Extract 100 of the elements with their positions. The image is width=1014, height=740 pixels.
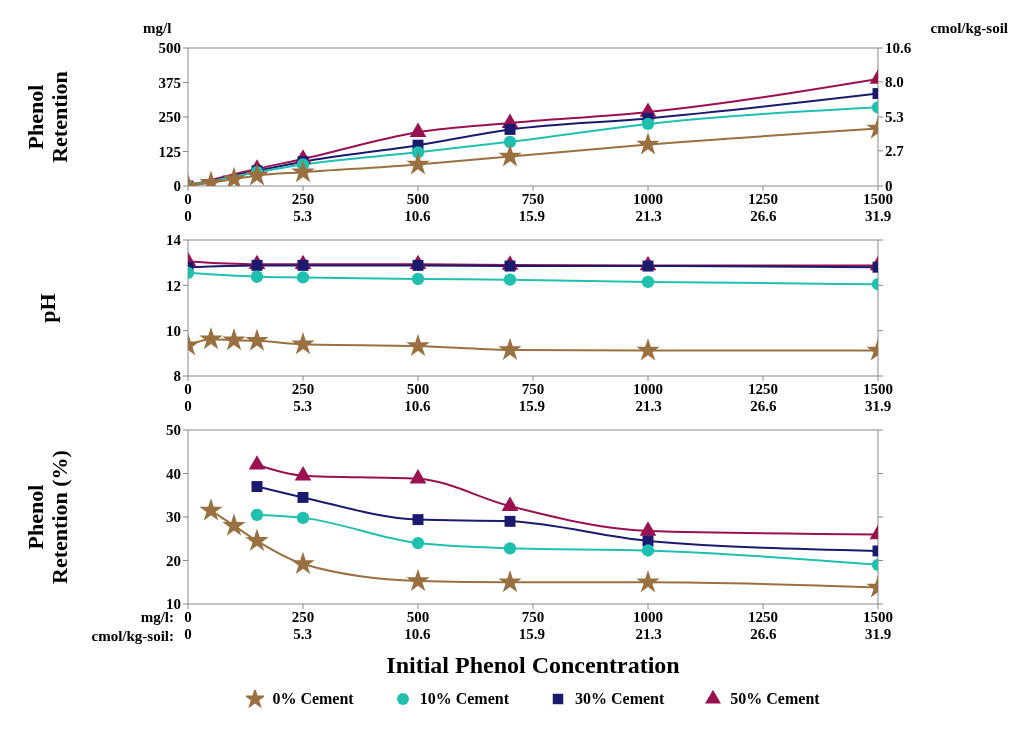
y-tick-label: 0 <box>173 178 181 195</box>
point <box>498 144 522 167</box>
x-tick-label: 250 <box>291 380 315 397</box>
point <box>296 271 310 284</box>
x2-tick-label: 21.3 <box>635 398 662 415</box>
x2-tick-label: 31.9 <box>864 626 892 643</box>
point <box>250 270 264 283</box>
y-tick-label: 8 <box>173 368 181 385</box>
point <box>245 528 269 551</box>
x2-tick-label: 10.6 <box>404 626 431 643</box>
point <box>501 496 519 511</box>
point <box>412 514 424 526</box>
x2-tick-label: 5.3 <box>293 208 312 225</box>
point <box>636 569 660 593</box>
x-tick-label: 0 <box>184 190 192 207</box>
x2-tick-label: 5.3 <box>293 626 312 643</box>
y-axis-title: pH <box>35 292 60 325</box>
x2-tick-label: 10.6 <box>404 398 431 415</box>
y-tick-label: 20 <box>166 552 181 569</box>
x-tick-label: 0 <box>184 608 192 625</box>
x2-tick-label: 26.6 <box>750 626 777 643</box>
point <box>411 272 425 286</box>
x2-tick-label: 15.9 <box>518 398 546 415</box>
y-tick-label: 125 <box>158 143 181 160</box>
x-tick-label: 250 <box>291 608 315 625</box>
point <box>222 513 246 536</box>
point <box>222 327 246 351</box>
y2-tick-label: 2.7 <box>885 143 905 160</box>
point <box>248 455 266 470</box>
x2-tick-label: 21.3 <box>635 626 662 643</box>
y-tick-label: 40 <box>166 465 181 482</box>
point <box>503 542 517 555</box>
text: mg/l <box>143 20 172 37</box>
point <box>498 569 522 593</box>
y2-axis-title: cmol/kg-soil <box>930 20 1008 37</box>
point <box>641 275 655 289</box>
legend-label: 50% Cement <box>730 690 820 708</box>
x-tick-label: 500 <box>406 190 430 207</box>
point <box>251 481 263 493</box>
point <box>409 469 427 484</box>
point <box>297 491 309 503</box>
point <box>291 331 315 355</box>
y-tick-label: 14 <box>166 232 182 249</box>
x-tick-label: 1250 <box>748 190 778 207</box>
point <box>641 544 655 557</box>
point <box>406 568 430 591</box>
point <box>245 163 269 186</box>
x2-tick-label: 0 <box>184 208 192 225</box>
point <box>291 159 315 183</box>
point <box>294 466 312 481</box>
x-tick-label: 750 <box>521 190 545 207</box>
x2-tick-label: 10.6 <box>404 208 431 225</box>
point <box>250 508 264 521</box>
x-tick-label: 1500 <box>863 608 893 625</box>
x-tick-label: 500 <box>406 380 430 397</box>
x2-tick-label: 0 <box>184 398 192 415</box>
y2-tick-label: 10.6 <box>885 40 912 57</box>
y2-tick-label: 8.0 <box>885 74 904 91</box>
point <box>406 152 430 175</box>
x2-tick-label: 0 <box>184 626 192 643</box>
point <box>296 511 310 525</box>
y-tick-label: 30 <box>166 509 181 526</box>
x-tick-label: 750 <box>521 608 545 625</box>
point <box>291 551 315 574</box>
point <box>641 117 655 131</box>
y-tick-label: 10 <box>166 322 181 339</box>
y-axis-title: Phenol Retention (%) <box>23 449 72 586</box>
x-tick-label: 0 <box>184 380 192 397</box>
x-tick-label: 1000 <box>633 608 663 625</box>
x-tick-label: 1000 <box>633 380 663 397</box>
x2-tick-label: 26.6 <box>750 208 777 225</box>
point <box>503 135 517 149</box>
x-tick-label: 1250 <box>748 608 778 625</box>
legend-label: 0% Cement <box>272 690 354 708</box>
point <box>406 333 430 357</box>
point <box>504 515 516 527</box>
x-tick-label: 750 <box>521 380 545 397</box>
point <box>503 273 517 286</box>
point <box>639 521 657 536</box>
x-axis-title: Initial Phenol Concentration <box>385 652 681 679</box>
legend-label: 30% Cement <box>575 690 665 708</box>
point <box>504 123 516 135</box>
point <box>199 326 223 350</box>
y2-tick-label: 5.3 <box>885 109 904 126</box>
x-tick-label: 250 <box>291 190 315 207</box>
y-tick-label: 375 <box>158 74 181 91</box>
y-axis-title: Phenol Retention <box>23 70 72 165</box>
x2-tick-label: 31.9 <box>864 208 892 225</box>
y-tick-label: 250 <box>158 109 181 126</box>
point <box>498 337 522 360</box>
x2-tick-label: 26.6 <box>750 398 777 415</box>
point <box>636 338 660 361</box>
text: cmol/kg-soil: <box>91 628 174 645</box>
x2-tick-label: 5.3 <box>293 398 312 415</box>
x2-tick-label: 31.9 <box>864 398 892 415</box>
point <box>411 536 425 550</box>
legend-label: 10% Cement <box>419 690 509 708</box>
x-tick-label: 1000 <box>633 190 663 207</box>
x2-tick-label: 15.9 <box>518 208 546 225</box>
y-tick-label: 12 <box>166 277 181 294</box>
